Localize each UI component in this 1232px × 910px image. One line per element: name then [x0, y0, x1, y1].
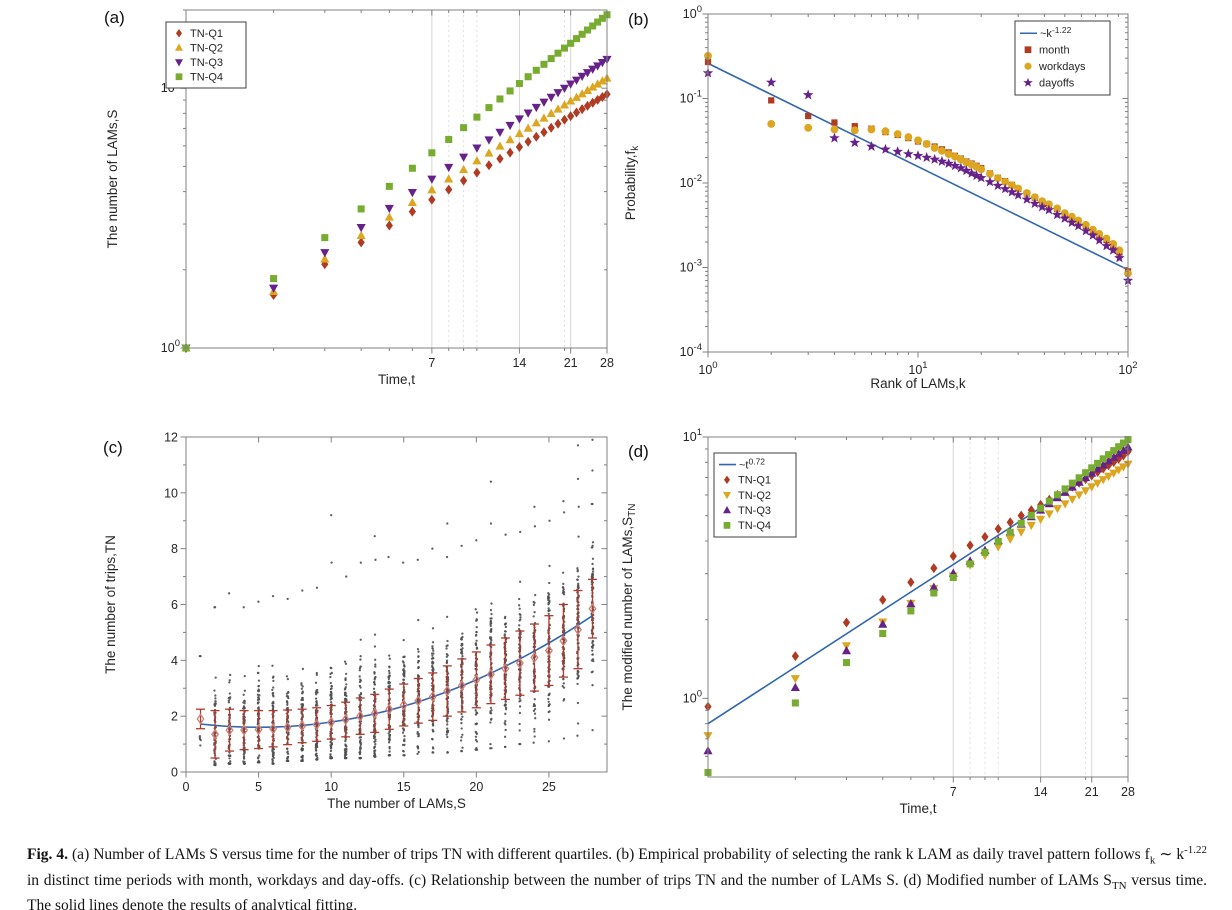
- svg-text:Probability,fk: Probability,fk: [623, 145, 641, 221]
- svg-text:TN-Q3: TN-Q3: [190, 57, 223, 69]
- panel-d-chart: 7 14 21 28 100 101 Time,t The modified number o…: [618, 420, 1232, 840]
- svg-text:20: 20: [469, 780, 483, 794]
- svg-text:TN-Q1: TN-Q1: [738, 475, 771, 487]
- svg-text:102: 102: [1118, 360, 1137, 377]
- svg-text:8: 8: [171, 542, 178, 556]
- svg-text:dayoffs: dayoffs: [1039, 78, 1075, 90]
- svg-text:0: 0: [183, 780, 190, 794]
- chart-canvas-c: 0 5 10 15 20 25 0 2 4 6 8 10 12 The number of LAMs,S T…: [103, 431, 608, 811]
- svg-text:10-1: 10-1: [680, 89, 702, 106]
- svg-text:14: 14: [512, 356, 526, 370]
- svg-text:6: 6: [171, 598, 178, 612]
- svg-text:TN-Q3: TN-Q3: [738, 505, 771, 517]
- svg-text:14: 14: [1034, 785, 1048, 799]
- svg-text:28: 28: [1121, 785, 1135, 799]
- svg-text:28: 28: [600, 356, 614, 370]
- svg-text:TN-Q2: TN-Q2: [738, 490, 771, 502]
- svg-text:10-4: 10-4: [680, 342, 702, 359]
- svg-text:The number of LAMs,S: The number of LAMs,S: [327, 796, 466, 811]
- chart-canvas-d: 7 14 21 28 100 101 Time,t The modified number o…: [620, 427, 1135, 816]
- panel-c-chart: 0 5 10 15 20 25 0 2 4 6 8 10 12 The number of LAMs,S T…: [95, 420, 615, 840]
- svg-text:Rank of LAMs,k: Rank of LAMs,k: [870, 376, 966, 391]
- svg-text:7: 7: [950, 785, 957, 799]
- svg-text:month: month: [1039, 45, 1070, 57]
- svg-text:workdays: workdays: [1038, 61, 1086, 73]
- svg-text:TN-Q1: TN-Q1: [190, 28, 223, 40]
- svg-text:101: 101: [683, 427, 702, 444]
- svg-text:TN-Q4: TN-Q4: [738, 520, 771, 532]
- svg-text:0: 0: [171, 766, 178, 780]
- svg-text:101: 101: [908, 360, 927, 377]
- svg-text:7: 7: [428, 356, 435, 370]
- svg-text:2: 2: [171, 710, 178, 724]
- panel-a-tag: (a): [104, 8, 125, 27]
- panel-c-tag: (c): [103, 438, 123, 457]
- svg-text:The number of trips,TN: The number of trips,TN: [103, 535, 118, 674]
- svg-text:10: 10: [324, 780, 338, 794]
- svg-text:25: 25: [542, 780, 556, 794]
- panel-b-chart: 100 101 102 100 10-1 10-2 10-3 10-4 Rank of LAMs…: [618, 0, 1232, 412]
- svg-text:4: 4: [171, 654, 178, 668]
- panel-d-tag: (d): [628, 442, 649, 461]
- svg-text:Time,t: Time,t: [900, 801, 937, 816]
- svg-text:15: 15: [397, 780, 411, 794]
- svg-text:~k-1.22: ~k-1.22: [1040, 25, 1072, 40]
- svg-text:The number of LAMs,S: The number of LAMs,S: [105, 110, 120, 249]
- panel-b-tag: (b): [628, 10, 649, 29]
- svg-text:10-2: 10-2: [680, 173, 702, 190]
- svg-text:21: 21: [564, 356, 578, 370]
- svg-text:5: 5: [255, 780, 262, 794]
- svg-text:~t0.72: ~t0.72: [739, 456, 765, 471]
- svg-text:21: 21: [1085, 785, 1099, 799]
- svg-text:10-3: 10-3: [680, 258, 702, 275]
- svg-text:100: 100: [683, 4, 702, 21]
- svg-text:100: 100: [161, 338, 180, 355]
- chart-canvas-b: 100 101 102 100 10-1 10-2 10-3 10-4 Rank of LAMs…: [623, 4, 1138, 391]
- svg-text:100: 100: [698, 360, 717, 377]
- svg-text:12: 12: [164, 431, 178, 445]
- svg-text:The modified number of LAMs,ST: The modified number of LAMs,STN: [620, 504, 638, 711]
- svg-text:100: 100: [683, 688, 702, 705]
- svg-text:Time,t: Time,t: [378, 372, 415, 387]
- svg-text:TN-Q2: TN-Q2: [190, 43, 223, 55]
- svg-text:TN-Q4: TN-Q4: [190, 72, 223, 84]
- svg-text:10: 10: [164, 486, 178, 500]
- figure-caption: Fig. 4. (a) Number of LAMs S versus time…: [27, 844, 1208, 910]
